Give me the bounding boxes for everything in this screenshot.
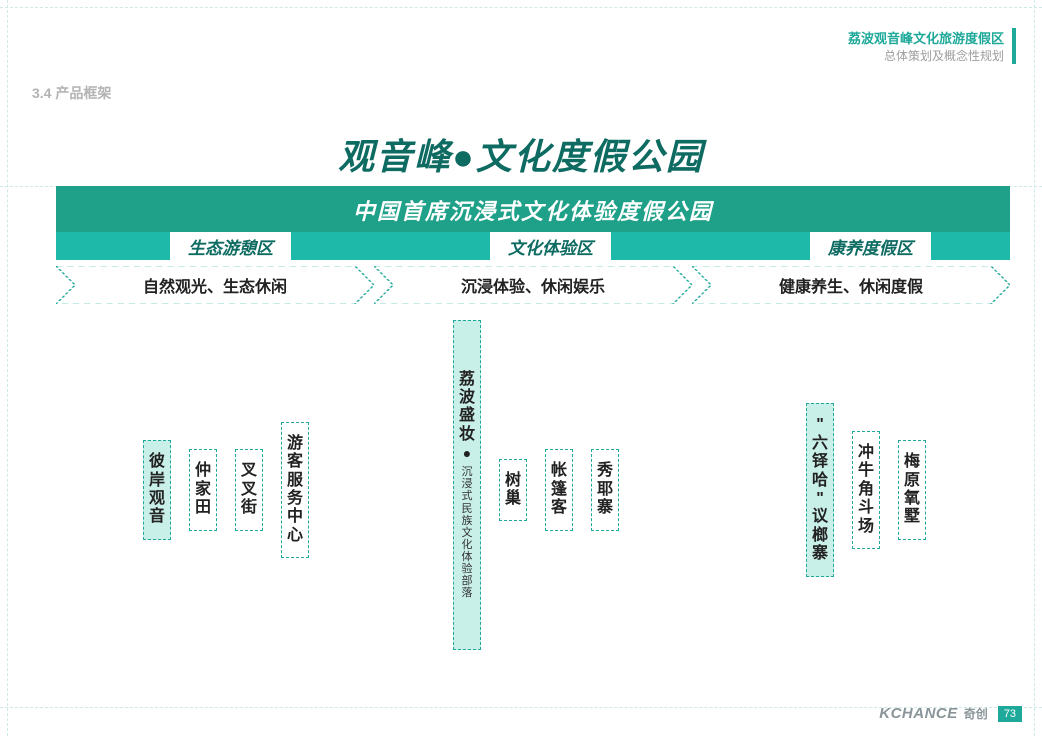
group-3: "六铎哈"议榔寨 冲牛角斗场 梅原氧墅 [766, 320, 966, 660]
group-2: 荔波盛妆 ● 沉浸式民族文化体验部落 树巢 帐篷客 秀耶寨 [426, 320, 646, 660]
g3-col-3-text: 梅原氧墅 [904, 453, 920, 527]
group-1: 彼岸观音 仲家田 叉叉街 游客服务中心 [116, 320, 336, 660]
footer-brand: KCHANCE [879, 705, 958, 722]
zone-label-2: 文化体验区 [490, 232, 611, 260]
g2-col-4-text: 秀耶寨 [597, 462, 613, 517]
g2-col-1: 荔波盛妆 ● 沉浸式民族文化体验部落 [453, 320, 481, 650]
g2-col-1-sub: 沉浸式民族文化体验部落 [462, 466, 473, 599]
g1-col-3-text: 叉叉街 [241, 462, 257, 517]
g3-col-2-text: 冲牛角斗场 [858, 444, 874, 536]
page-number: 73 [998, 706, 1022, 722]
g1-col-1-text: 彼岸观音 [149, 453, 165, 527]
arrow-3: 健康养生、休闲度假 [692, 266, 1010, 304]
section-number: 3.4 产品框架 [32, 83, 111, 103]
main-title: 观音峰●文化度假公园 [0, 128, 1042, 180]
footer-brand-cn: 奇创 [964, 705, 988, 722]
subtitle-bar: 中国首席沉浸式文化体验度假公园 [56, 186, 1010, 234]
g2-col-3-text: 帐篷客 [551, 462, 567, 517]
header-subtitle: 总体策划及概念性规划 [848, 47, 1004, 64]
arrow-2-text: 沉浸体验、休闲娱乐 [461, 273, 605, 297]
g1-col-2-text: 仲家田 [195, 462, 211, 517]
dot-icon: ● [463, 446, 471, 460]
g1-col-2: 仲家田 [189, 449, 217, 530]
arrow-row: 自然观光、生态休闲 沉浸体验、休闲娱乐 健康养生、休闲度假 [56, 266, 1010, 304]
arrow-3-text: 健康养生、休闲度假 [779, 273, 923, 297]
arrow-1-text: 自然观光、生态休闲 [143, 273, 287, 297]
columns-area: 彼岸观音 仲家田 叉叉街 游客服务中心 荔波盛妆 ● 沉浸式民族文化体验部落 树… [56, 320, 1010, 660]
g2-col-1-main: 荔波盛妆 [459, 371, 475, 445]
header-block: 荔波观音峰文化旅游度假区 总体策划及概念性规划 [848, 28, 1016, 64]
header-title: 荔波观音峰文化旅游度假区 [848, 28, 1004, 47]
footer: KCHANCE 奇创 73 [879, 705, 1022, 722]
g3-col-3: 梅原氧墅 [898, 440, 926, 540]
g2-col-4: 秀耶寨 [591, 449, 619, 530]
g3-col-1-text: "六铎哈"议榔寨 [812, 416, 828, 563]
g2-col-2: 树巢 [499, 459, 527, 522]
g3-col-1: "六铎哈"议榔寨 [806, 403, 834, 576]
g1-col-1: 彼岸观音 [143, 440, 171, 540]
g2-col-2-text: 树巢 [505, 472, 521, 509]
zone-label-1: 生态游憩区 [170, 232, 291, 260]
zone-label-3: 康养度假区 [810, 232, 931, 260]
g1-col-4: 游客服务中心 [281, 422, 309, 558]
arrow-1: 自然观光、生态休闲 [56, 266, 374, 304]
arrow-2: 沉浸体验、休闲娱乐 [374, 266, 692, 304]
g1-col-3: 叉叉街 [235, 449, 263, 530]
g2-col-3: 帐篷客 [545, 449, 573, 530]
g3-col-2: 冲牛角斗场 [852, 431, 880, 549]
g1-col-4-text: 游客服务中心 [287, 435, 303, 545]
